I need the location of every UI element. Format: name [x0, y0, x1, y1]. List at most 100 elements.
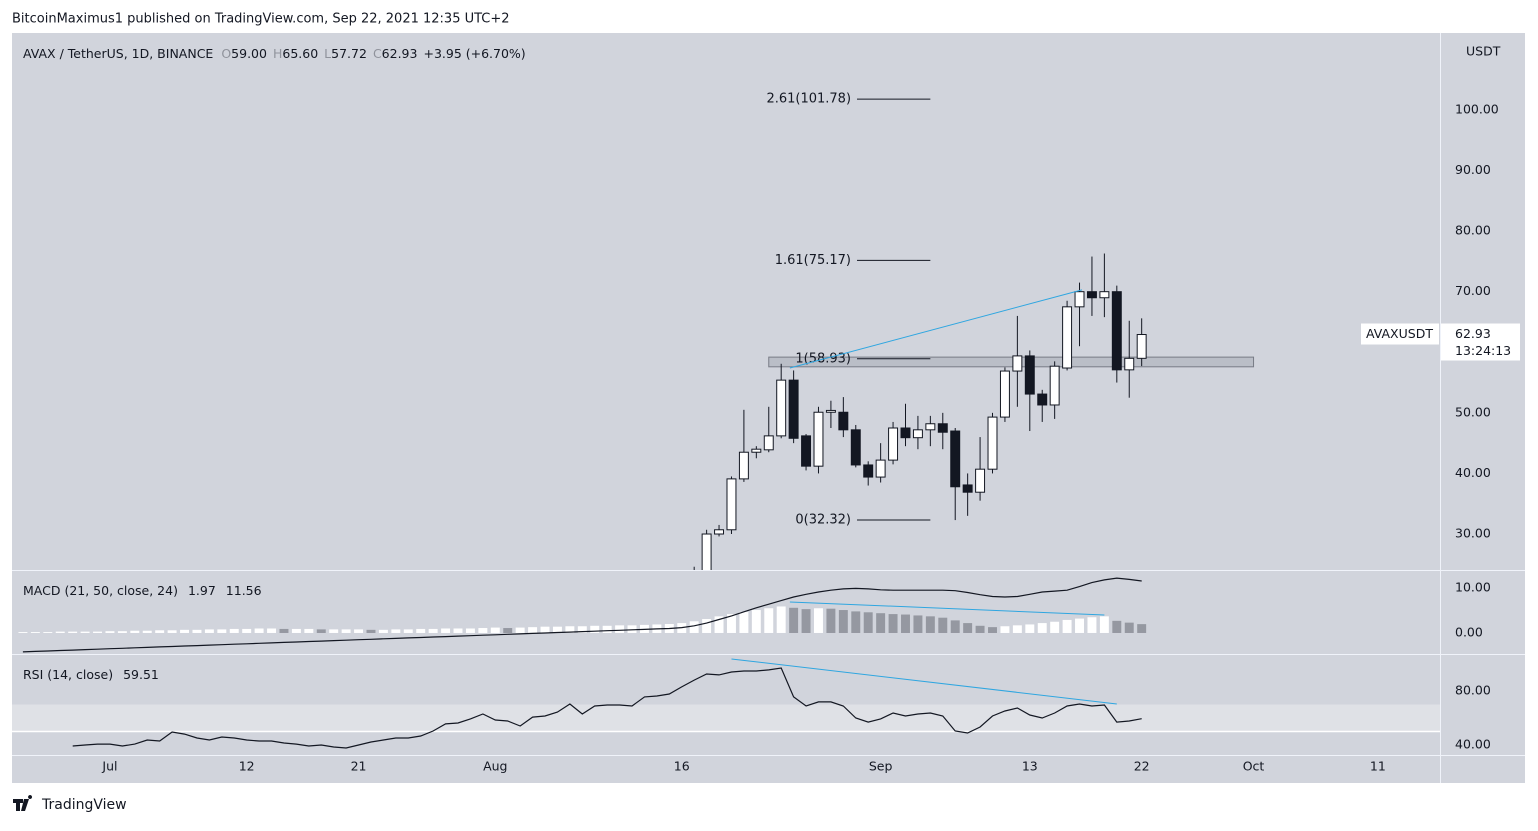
histogram-bar: [304, 628, 314, 633]
histogram-bar: [826, 608, 836, 633]
y-tick-label: 90.00: [1455, 162, 1491, 177]
candle-body: [1136, 334, 1147, 359]
histogram-bar: [838, 610, 848, 633]
histogram-bar: [341, 629, 351, 633]
histogram-bar: [1000, 626, 1010, 633]
histogram-bar: [528, 627, 538, 633]
histogram-bar: [577, 626, 587, 633]
candle-body: [714, 529, 725, 535]
histogram-bar: [1037, 623, 1047, 633]
publisher-line: BitcoinMaximus1 published on TradingView…: [12, 12, 510, 27]
histogram-bar: [441, 628, 451, 633]
candle-body: [987, 416, 998, 470]
last-price: 62.93: [1455, 326, 1491, 341]
histogram-bar: [1075, 618, 1084, 633]
trend-line: [789, 601, 1105, 616]
histogram-bar: [43, 632, 53, 633]
x-tick-label: Aug: [483, 759, 507, 774]
candle-body: [975, 468, 986, 493]
histogram-bar: [789, 607, 799, 633]
x-tick-label: 12: [239, 759, 255, 774]
y-tick-label: 10.00: [1455, 579, 1491, 594]
histogram-bar: [291, 628, 301, 633]
histogram-bar: [416, 628, 426, 633]
histogram-bar: [726, 614, 736, 633]
legend-item: 65.60: [282, 46, 318, 61]
candle-body: [701, 533, 712, 570]
macd-pane: [18, 577, 1147, 653]
histogram-bar: [975, 625, 985, 633]
histogram-bar: [117, 631, 127, 633]
histogram-bar: [689, 621, 699, 633]
y-tick-label: 80.00: [1455, 682, 1491, 697]
candle-body: [738, 451, 749, 480]
histogram-bar: [851, 611, 861, 633]
candle-body: [1024, 355, 1035, 395]
histogram-bar: [192, 629, 202, 633]
histogram-bar: [1099, 616, 1109, 633]
legend-item: O: [221, 46, 231, 61]
y-tick-label: 70.00: [1455, 283, 1491, 298]
histogram-bar: [913, 615, 923, 633]
histogram-bar: [565, 626, 575, 633]
price-pane: 2.61(101.78)1.61(75.17)1(58.93)0(32.32): [693, 92, 1255, 570]
histogram-bar: [988, 627, 997, 633]
histogram-bar: [1012, 625, 1022, 633]
histogram-bar: [453, 628, 463, 633]
candle-body: [1074, 291, 1085, 308]
histogram-bar: [901, 614, 910, 633]
histogram-bar: [204, 629, 214, 633]
symbol-label: AVAXUSDT: [1366, 326, 1433, 341]
candle-body: [912, 429, 923, 439]
histogram-bar: [465, 628, 475, 633]
histogram-bar: [217, 629, 227, 633]
legend-item: L: [324, 46, 331, 61]
y-tick-label: 40.00: [1455, 465, 1491, 480]
legend-item: +3.95 (+6.70%): [423, 46, 525, 61]
histogram-bar: [30, 632, 40, 633]
symbol-title: AVAX / TetherUS, 1D, BINANCE O59.00 H65.60…: [23, 46, 526, 61]
candle-body: [1049, 365, 1060, 406]
fib-label: 0(32.32): [795, 512, 851, 527]
histogram-bar: [1087, 617, 1097, 633]
histogram-bar: [888, 614, 898, 633]
legend-item: MACD (21, 50, close, 24): [23, 583, 178, 598]
histogram-bar: [180, 629, 190, 633]
histogram-bar: [627, 625, 637, 633]
histogram-bar: [776, 606, 786, 633]
histogram-bar: [552, 626, 562, 633]
candle-body: [925, 423, 936, 431]
footer-logo: [13, 795, 33, 811]
histogram-bar: [167, 630, 177, 633]
y-tick-label: 30.00: [1455, 526, 1491, 541]
histogram-bar: [938, 617, 948, 633]
countdown: 13:24:13: [1455, 343, 1511, 358]
histogram-bar: [316, 629, 326, 633]
labels: Jul 12 21 Aug 16 Sep 13 22 Oct 11 30.00 40.00 50.00 6…: [23, 44, 1520, 774]
y-tick-label: 0.00: [1455, 624, 1483, 639]
candle-body: [1037, 393, 1048, 406]
y-tick-label: 80.00: [1455, 223, 1491, 238]
candle-body: [1062, 306, 1073, 369]
candle-body: [1086, 291, 1097, 299]
histogram-bar: [229, 628, 239, 633]
histogram-bar: [801, 609, 811, 633]
legend-item: 57.72: [331, 46, 367, 61]
histogram-bar: [1050, 621, 1060, 633]
histogram-bar: [130, 630, 140, 633]
legend-value: 59.51: [123, 667, 159, 682]
candle-body: [751, 448, 762, 453]
histogram-bar: [329, 629, 339, 633]
histogram-bar: [68, 631, 78, 633]
histogram-bar: [354, 629, 364, 633]
histogram-bar: [267, 628, 277, 633]
x-tick-label: 16: [674, 759, 690, 774]
legend-value: 11.56: [226, 583, 262, 598]
candle-body: [813, 411, 824, 467]
y-tick-label: 40.00: [1455, 737, 1491, 752]
candle-body: [1099, 291, 1110, 299]
y-tick-label: 50.00: [1455, 404, 1491, 419]
candle-body: [863, 464, 874, 478]
